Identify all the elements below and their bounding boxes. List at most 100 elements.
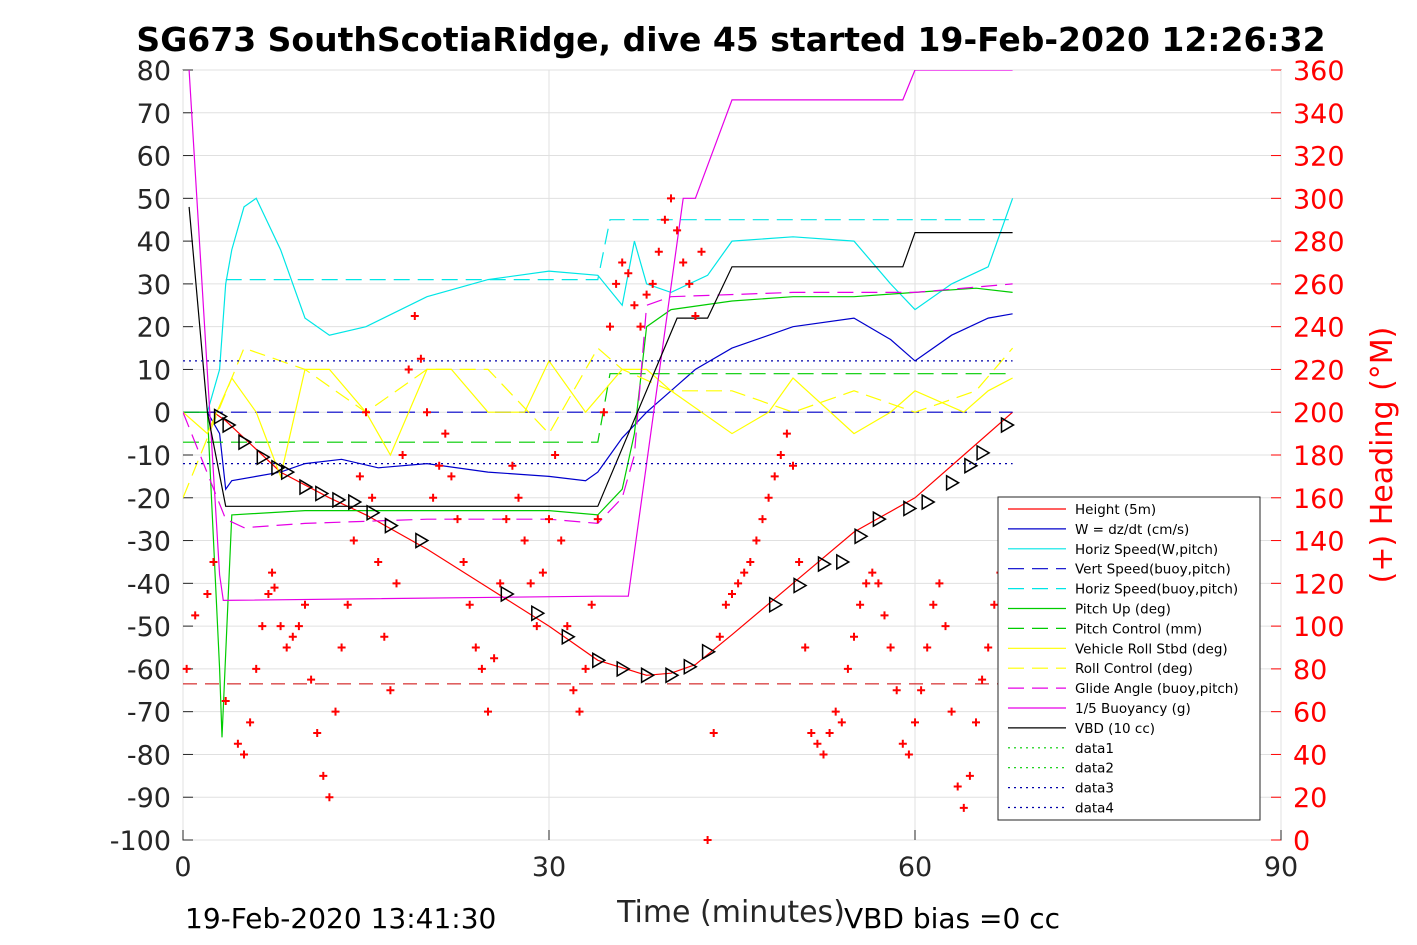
y-tick-label-right: 60 (1293, 698, 1327, 729)
heading-point (770, 472, 779, 481)
y-tick-label-left: -30 (127, 527, 171, 558)
y-tick-label-left: 30 (137, 270, 171, 301)
y-tick-label-right: 360 (1293, 56, 1345, 87)
heading-point (660, 215, 669, 224)
series-horiz-speed-w-pitch (183, 197, 1014, 413)
heading-point (636, 322, 645, 331)
heading-point (929, 600, 938, 609)
triangle-marker (531, 604, 546, 622)
y-tick-label-right: 200 (1293, 398, 1345, 429)
heading-point (520, 536, 529, 545)
heading-point (182, 664, 191, 673)
series-horiz-speed-buoy-pitch (225, 219, 1013, 281)
heading-point (880, 611, 889, 620)
y-tick-label-left: -10 (127, 441, 171, 472)
heading-point (362, 408, 370, 417)
triangle-marker (348, 493, 363, 511)
heading-point (807, 729, 816, 738)
y-tick-label-right: 0 (1293, 826, 1310, 857)
heading-point (850, 632, 858, 641)
triangle-marker (665, 667, 680, 684)
heading-point (526, 579, 535, 588)
heading-point (282, 643, 291, 652)
heading-point (758, 515, 767, 524)
y-tick-label-left: -40 (127, 569, 171, 600)
heading-point (581, 664, 590, 673)
heading-point (709, 729, 718, 738)
heading-point (898, 739, 907, 748)
heading-point (268, 568, 277, 577)
legend-label: data3 (1075, 781, 1114, 797)
y-tick-label-right: 180 (1293, 441, 1345, 472)
heading-point (490, 654, 499, 663)
y-tick-label-right: 140 (1293, 527, 1345, 558)
legend-label: Glide Angle (buoy,pitch) (1075, 681, 1239, 697)
heading-point (398, 451, 407, 459)
heading-point (606, 322, 614, 331)
heading-point (673, 226, 682, 235)
heading-point (868, 568, 877, 577)
heading-point (587, 600, 596, 609)
heading-point (313, 729, 322, 738)
heading-point (697, 247, 706, 256)
heading-point (831, 707, 840, 716)
legend-box (997, 496, 1261, 821)
series-pitch-control-mm (183, 373, 1013, 443)
heading-point (484, 707, 492, 716)
heading-point (343, 600, 352, 609)
y-tick-label-right: 240 (1293, 313, 1345, 344)
triangle-marker (701, 643, 717, 661)
heading-point (599, 408, 608, 417)
triangle-marker (964, 457, 979, 474)
heading-point (892, 686, 901, 695)
heading-point (734, 579, 743, 588)
y-axis-right: 3603403203002802602402202001801601401201… (1271, 56, 1345, 857)
heading-point (270, 583, 279, 592)
heading-point (691, 311, 700, 320)
heading-point (917, 686, 926, 695)
y-tick-label-left: -90 (127, 783, 171, 814)
heading-point (538, 568, 547, 577)
heading-point (776, 451, 785, 459)
triangle-marker (280, 463, 296, 481)
heading-point (477, 664, 486, 673)
heading-point (276, 622, 285, 631)
y-tick-label-left: -100 (110, 826, 171, 857)
heading-point (551, 451, 560, 459)
legend-label: Pitch Up (deg) (1075, 602, 1171, 618)
heading-point (825, 729, 834, 738)
heading-point (471, 643, 480, 652)
y-tick-label-left: 80 (137, 56, 171, 87)
heading-point (380, 632, 389, 641)
heading-point (404, 365, 413, 374)
heading-point (904, 750, 913, 759)
y-tick-label-right: 320 (1293, 142, 1345, 173)
triangle-marker (903, 500, 918, 517)
heading-point (496, 579, 505, 588)
y-tick-label-right: 80 (1293, 655, 1327, 686)
y-axis-right-label: (+) Heading (°M) (1365, 327, 1400, 584)
heading-point (288, 632, 297, 641)
heading-point (959, 803, 968, 812)
heading-point (862, 579, 871, 588)
heading-point (453, 515, 462, 524)
heading-point (465, 600, 474, 609)
heading-point (752, 536, 761, 545)
series-1-5-buoyancy-g (188, 70, 1013, 602)
x-tick-label: 0 (174, 852, 191, 883)
heading-point (563, 622, 572, 631)
series-height-5m (183, 411, 1013, 676)
heading-point (685, 279, 694, 288)
heading-point (947, 707, 956, 716)
heading-point (410, 311, 419, 320)
heading-point (935, 579, 944, 588)
y-tick-label-right: 300 (1293, 184, 1345, 215)
heading-point (874, 579, 883, 588)
triangle-marker (238, 433, 253, 451)
heading-point (191, 611, 200, 620)
heading-point (593, 515, 602, 524)
heading-point (764, 493, 773, 502)
heading-point (886, 643, 895, 652)
y-tick-label-left: 60 (137, 142, 171, 173)
